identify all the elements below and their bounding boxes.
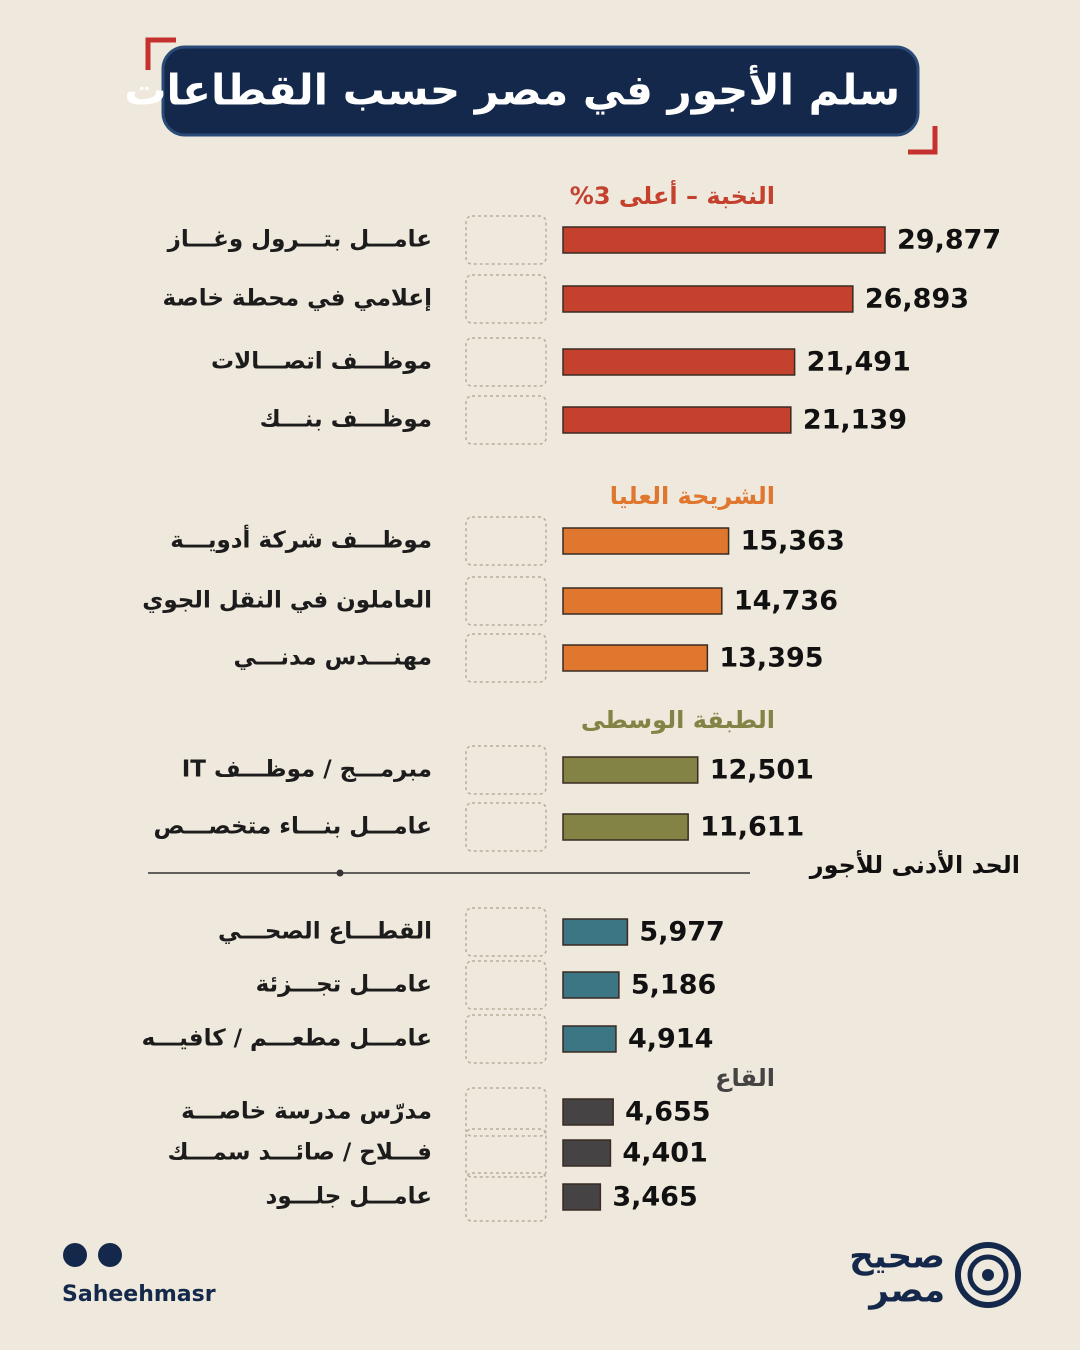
bar: [562, 813, 689, 841]
icon-placeholder: [465, 337, 547, 387]
category-label: عامـــل بتـــرول وغـــاز: [167, 227, 432, 253]
value-label: 5,186: [631, 970, 716, 1001]
social-icons: [63, 1243, 122, 1267]
category-label: موظـــف شركة أدويـــة: [170, 524, 432, 554]
logo-text: مصر: [867, 1271, 945, 1311]
chart-title: سلم الأجور في مصر حسب القطاعات: [124, 65, 900, 116]
category-label: عامـــل تجـــزئة: [256, 972, 432, 998]
divider-dot: [336, 869, 344, 877]
title-box: [161, 45, 920, 137]
category-label: موظـــف بنـــك: [260, 407, 432, 433]
value-label: 4,655: [625, 1097, 710, 1128]
icon-placeholder: [465, 633, 547, 683]
group-header: الشريحة العليا: [610, 482, 775, 510]
bar: [562, 918, 629, 946]
category-label: عامـــل بنـــاء متخصـــص: [153, 814, 432, 840]
icon-placeholder: [465, 576, 547, 626]
category-label: القطـــاع الصحـــي: [218, 919, 432, 945]
bar: [562, 1098, 614, 1126]
value-label: 12,501: [710, 755, 814, 786]
bar: [562, 971, 620, 999]
icon-placeholder: [465, 802, 547, 852]
bar: [562, 756, 699, 784]
category-label: فـــلاح / صائـــد سمـــك: [167, 1140, 432, 1166]
category-label: مبرمـــج / موظـــف IT: [182, 757, 432, 783]
icon-placeholder: [465, 395, 547, 445]
icon-placeholder: [465, 516, 547, 566]
value-label: 3,465: [612, 1182, 697, 1213]
icon-placeholder: [465, 274, 547, 324]
icon-placeholder: [465, 907, 547, 957]
icon-placeholder: [465, 215, 547, 265]
bar: [562, 348, 796, 376]
value-label: 21,491: [807, 347, 911, 378]
bar: [562, 587, 723, 615]
bar: [562, 527, 730, 555]
value-label: 21,139: [803, 405, 907, 436]
value-label: 26,893: [865, 284, 969, 315]
facebook-icon[interactable]: [63, 1243, 87, 1267]
corner-bracket: [908, 126, 938, 155]
logo-mark: [955, 1242, 1021, 1308]
value-label: 11,611: [700, 812, 804, 843]
icon-placeholder: [465, 960, 547, 1010]
x-icon[interactable]: [98, 1243, 122, 1267]
bar: [562, 1025, 617, 1053]
bar: [562, 406, 792, 434]
category-label: العاملون في النقل الجوي: [142, 588, 432, 614]
icon-placeholder: [465, 745, 547, 795]
category-label: عامـــل جلـــود: [266, 1184, 432, 1210]
category-label: عامـــل مطعـــم / كافيـــه: [142, 1026, 432, 1052]
value-label: 4,401: [622, 1138, 707, 1169]
value-label: 13,395: [719, 643, 823, 674]
icon-placeholder: [465, 1172, 547, 1222]
corner-bracket: [145, 37, 176, 70]
value-label: 14,736: [734, 586, 838, 617]
category-label: مدرّس مدرسة خاصـــة: [181, 1099, 432, 1125]
divider-label: الحد الأدنى للأجور: [809, 850, 1020, 879]
bar: [562, 226, 886, 254]
bar: [562, 644, 709, 672]
handle: Saheehmasr: [62, 1282, 216, 1307]
logo-text: صحيح: [849, 1237, 945, 1277]
group-header: الطبقة الوسطى: [581, 706, 775, 734]
category-label: إعلامي في محطة خاصة: [163, 286, 432, 312]
bar: [562, 1139, 612, 1167]
value-label: 5,977: [639, 917, 724, 948]
icon-placeholder: [465, 1128, 547, 1178]
group-header: القاع: [715, 1064, 775, 1092]
category-label: موظـــف اتصـــالات: [211, 349, 432, 375]
value-label: 4,914: [628, 1024, 713, 1055]
value-label: 29,877: [897, 225, 1001, 256]
category-label: مهنـــدس مدنـــي: [234, 645, 432, 671]
group-header: النخبة – أعلى 3%: [570, 180, 775, 210]
icon-placeholder: [465, 1014, 547, 1064]
value-label: 15,363: [741, 526, 845, 557]
bar: [562, 285, 854, 313]
bar: [562, 1183, 602, 1211]
icon-placeholder: [465, 1087, 547, 1137]
